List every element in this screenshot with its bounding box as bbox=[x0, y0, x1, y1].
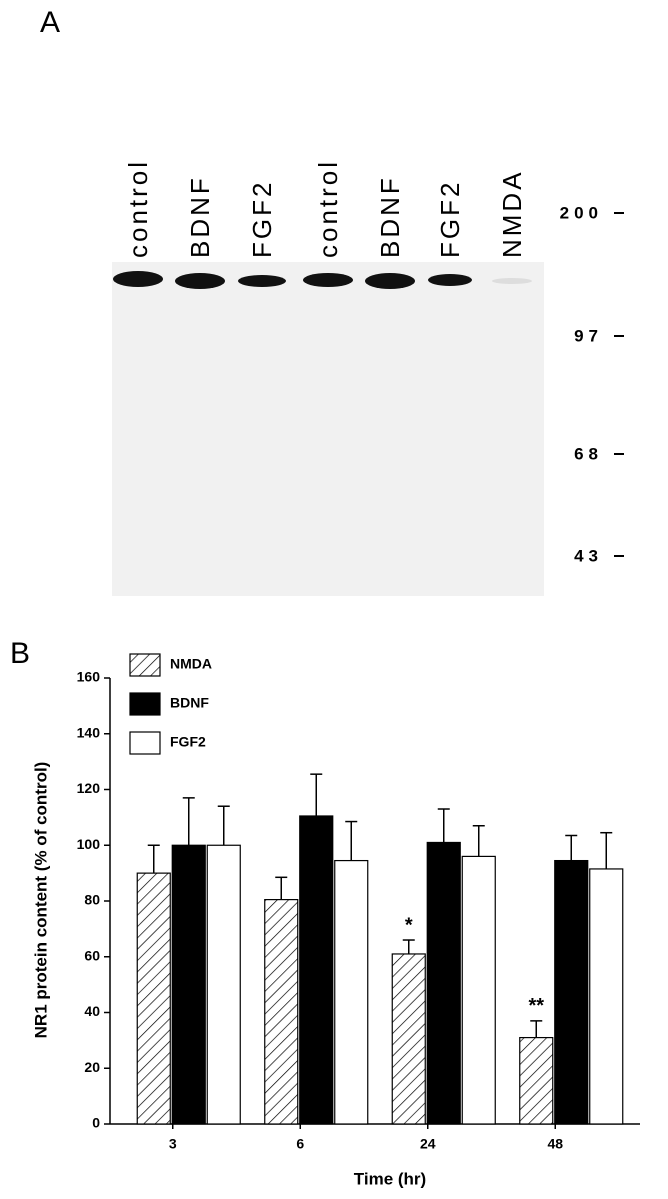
y-tick-label: 80 bbox=[84, 892, 100, 908]
y-tick-label: 40 bbox=[84, 1003, 100, 1019]
marker-label: 68 bbox=[574, 444, 603, 463]
lane-label: BDNF bbox=[185, 175, 215, 258]
bar bbox=[461, 855, 496, 1125]
bar bbox=[426, 841, 461, 1125]
bands bbox=[113, 271, 532, 289]
y-tick-label: 0 bbox=[92, 1115, 100, 1131]
marker-label: 97 bbox=[574, 326, 603, 345]
bar bbox=[519, 1036, 554, 1125]
panel-label: B bbox=[10, 637, 30, 670]
x-tick-label: 24 bbox=[420, 1136, 436, 1152]
legend-swatch bbox=[129, 692, 161, 716]
blot bbox=[112, 262, 544, 596]
y-axis-title: NR1 protein content (% of control) bbox=[31, 762, 50, 1039]
legend-label: BDNF bbox=[170, 695, 209, 711]
x-tick-label: 6 bbox=[296, 1136, 304, 1152]
lane-label: FGF2 bbox=[247, 180, 277, 258]
bar bbox=[554, 859, 589, 1125]
lane-label: control bbox=[123, 159, 153, 258]
legend-swatch bbox=[129, 731, 161, 755]
bar bbox=[299, 815, 334, 1125]
bar bbox=[206, 844, 241, 1125]
bar bbox=[391, 953, 426, 1125]
annotation: * bbox=[405, 914, 413, 936]
legend-label: FGF2 bbox=[170, 734, 206, 750]
bar bbox=[264, 899, 299, 1125]
x-axis-title: Time (hr) bbox=[354, 1169, 426, 1188]
y-tick-label: 120 bbox=[77, 780, 101, 796]
y-tick-label: 160 bbox=[77, 669, 101, 685]
lane-label: FGF2 bbox=[435, 180, 465, 258]
bar bbox=[589, 868, 624, 1125]
y-tick-label: 60 bbox=[84, 947, 100, 963]
y-tick-label: 20 bbox=[84, 1059, 100, 1075]
bar bbox=[136, 872, 171, 1125]
marker-label: 43 bbox=[574, 546, 603, 565]
bar bbox=[171, 844, 206, 1125]
x-tick-label: 48 bbox=[547, 1136, 563, 1152]
bar bbox=[334, 859, 369, 1125]
lane-label: NMDA bbox=[497, 169, 527, 258]
y-tick-label: 100 bbox=[77, 836, 101, 852]
lane-label: control bbox=[313, 159, 343, 258]
panel-label: A bbox=[40, 6, 60, 39]
x-tick-label: 3 bbox=[169, 1136, 177, 1152]
lane-label: BDNF bbox=[375, 175, 405, 258]
annotation: ** bbox=[528, 995, 544, 1017]
marker-label: 200 bbox=[560, 203, 603, 222]
legend-swatch bbox=[129, 653, 161, 677]
y-tick-label: 140 bbox=[77, 724, 101, 740]
legend-label: NMDA bbox=[170, 656, 212, 672]
